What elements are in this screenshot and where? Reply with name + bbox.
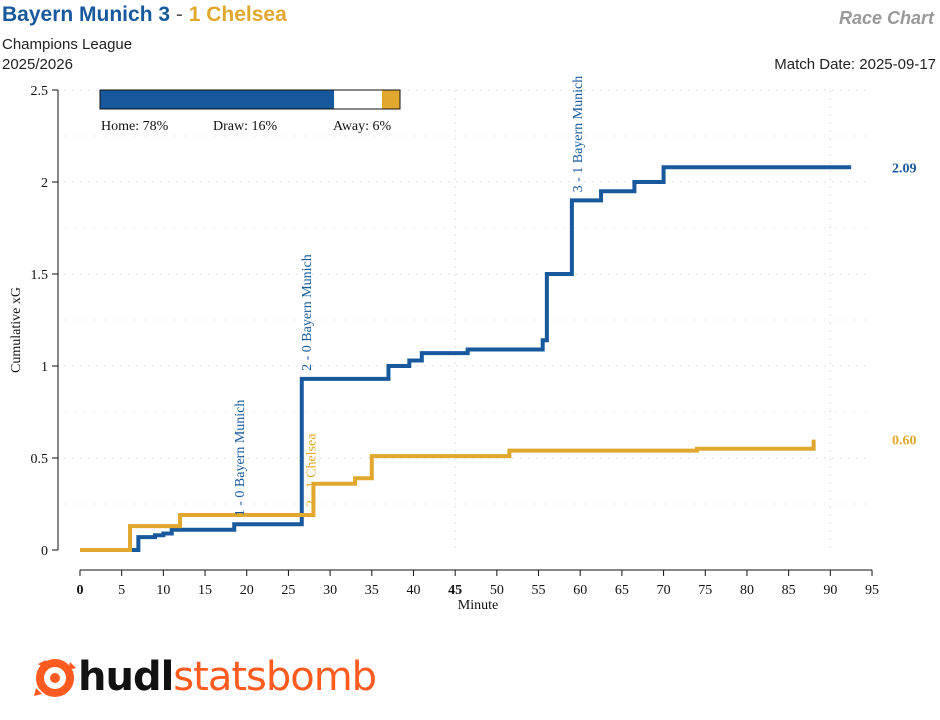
series-lines: 2.09 0.60 — [80, 161, 917, 552]
win-probability-bar: Home: 78% Draw: 16% Away: 6% — [99, 89, 401, 134]
away-final-xg-label: 0.60 — [892, 434, 917, 449]
away-team-score: 1 Chelsea — [188, 3, 287, 26]
title-separator: - — [175, 3, 183, 26]
away-probability-segment — [382, 90, 400, 109]
y-tick-label: 2 — [41, 176, 48, 191]
logo-hudl-text: hudl — [78, 654, 174, 700]
x-tick-label: 80 — [740, 583, 754, 598]
season-label: 2025/2026 — [2, 56, 73, 73]
competition-label: Champions League — [2, 36, 133, 53]
draw-probability-segment — [334, 90, 382, 109]
x-tick-label: 15 — [198, 583, 212, 598]
statsbomb-logo-icon — [34, 659, 76, 697]
draw-probability-label: Draw: 16% — [213, 119, 277, 134]
chart-type-label: Race Chart — [838, 8, 934, 28]
y-tick-label: 1.5 — [31, 268, 49, 283]
probability-bar-frame — [99, 89, 401, 110]
x-tick-label: 95 — [865, 583, 879, 598]
x-axis-label: Minute — [458, 598, 498, 613]
home-probability-label: Home: 78% — [101, 119, 169, 134]
x-tick-label: 35 — [365, 583, 379, 598]
hudl-statsbomb-logo: hudlstatsbomb — [32, 652, 377, 702]
x-tick-label: 85 — [782, 583, 796, 598]
x-tick-label: 70 — [657, 583, 671, 598]
y-tick-label: 0 — [41, 544, 48, 559]
home-probability-segment — [100, 90, 334, 109]
x-tick-label: 20 — [240, 583, 254, 598]
match-date-label: Match Date: 2025-09-17 — [774, 56, 936, 73]
x-tick-label: 30 — [323, 583, 337, 598]
x-tick-label: 55 — [532, 583, 546, 598]
logo-wordmark: hudlstatsbomb — [78, 654, 377, 700]
goal-annotation: 1 - 0 Bayern Munich — [233, 400, 248, 517]
y-tick-label: 2.5 — [31, 84, 49, 99]
x-tick-label: 45 — [448, 583, 462, 598]
x-tick-label: 65 — [615, 583, 629, 598]
x-tick-label: 60 — [573, 583, 587, 598]
y-axis-label: Cumulative xG — [9, 287, 24, 373]
x-tick-label: 25 — [281, 583, 295, 598]
match-title: Bayern Munich 3 - 1 Chelsea — [2, 3, 287, 27]
x-tick-label: 90 — [823, 583, 837, 598]
logo-statsbomb-text: statsbomb — [173, 654, 377, 700]
y-tick-label: 0.5 — [31, 452, 49, 467]
x-tick-label: 10 — [156, 583, 170, 598]
axes: 0 0.5 1 1.5 2 2.5 0 5 10 15 20 25 30 35 40 45 50 55 60 65 70… — [31, 84, 880, 598]
home-final-xg-label: 2.09 — [892, 161, 917, 176]
x-tick-label: 75 — [698, 583, 712, 598]
x-tick-label: 40 — [406, 583, 420, 598]
x-tick-label: 50 — [490, 583, 504, 598]
home-team-score: Bayern Munich 3 — [2, 3, 171, 26]
goal-annotation: 2 - 1 Chelsea — [304, 433, 319, 507]
away-probability-label: Away: 6% — [333, 119, 392, 134]
x-tick-label: 0 — [77, 583, 84, 598]
away-xg-line — [80, 439, 816, 552]
home-xg-line — [80, 165, 852, 552]
goal-annotation: 2 - 0 Bayern Munich — [300, 254, 315, 371]
y-tick-label: 1 — [41, 360, 48, 375]
goal-annotations: 1 - 0 Bayern Munich 2 - 0 Bayern Munich 2 … — [233, 76, 586, 516]
grid-lines — [64, 89, 872, 550]
x-tick-label: 5 — [118, 583, 125, 598]
goal-annotation: 3 - 1 Bayern Munich — [571, 76, 586, 193]
